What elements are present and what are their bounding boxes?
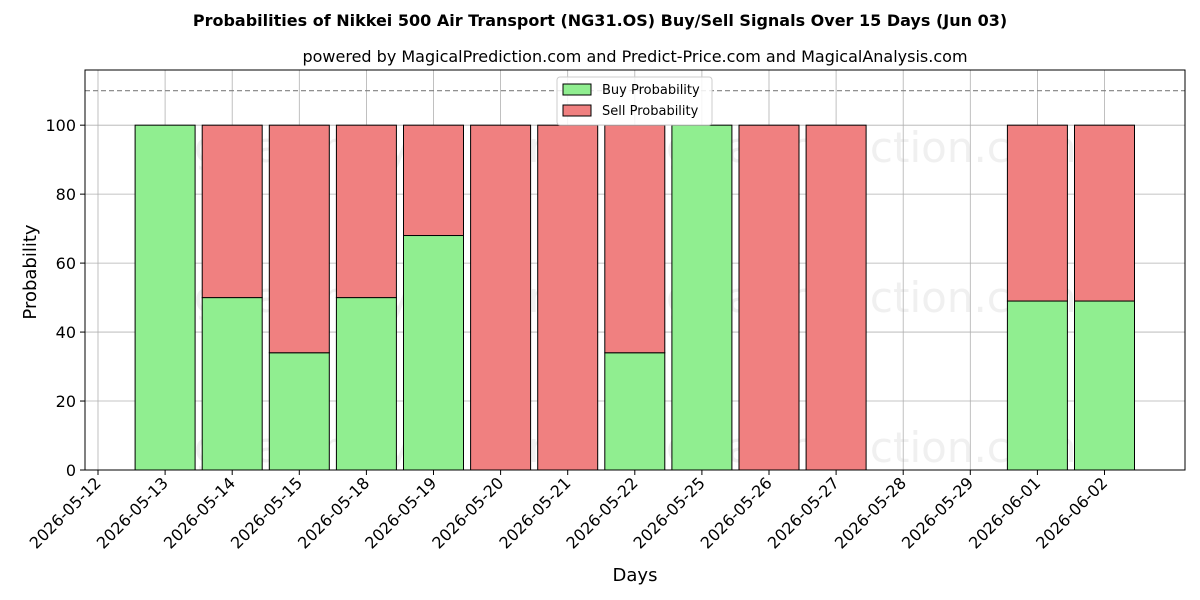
- sell-bar: [335, 124, 397, 299]
- legend-swatch: [562, 104, 592, 117]
- buy-bar: [201, 297, 263, 471]
- sell-bar: [738, 124, 800, 471]
- legend-label: Sell Probability: [602, 104, 699, 119]
- sell-bar: [604, 124, 666, 354]
- buy-bar: [134, 124, 196, 471]
- sell-bar: [537, 124, 599, 471]
- legend: Buy Probability Sell Probability: [556, 76, 713, 126]
- bars: [134, 124, 1135, 471]
- buy-bar: [268, 352, 330, 471]
- y-tick-label: 100: [45, 116, 76, 135]
- sell-bar: [1074, 124, 1135, 302]
- legend-label: Buy Probability: [602, 83, 700, 98]
- sell-bar: [201, 124, 263, 299]
- buy-bar: [604, 352, 666, 471]
- buy-bar: [335, 297, 397, 471]
- y-tick-label: 40: [56, 323, 76, 342]
- buy-bar: [671, 124, 733, 471]
- buy-bar: [403, 235, 464, 471]
- y-tick-label: 20: [56, 392, 76, 411]
- y-axis-label: Probability: [20, 224, 41, 319]
- x-tick-label: 2026-06-02: [1032, 473, 1111, 552]
- sell-bar: [470, 124, 532, 471]
- buy-bar: [1006, 300, 1068, 471]
- y-tick-label: 80: [56, 185, 76, 204]
- sell-bar: [1006, 124, 1068, 302]
- y-tick-label: 60: [56, 254, 76, 273]
- sell-bar: [805, 124, 867, 471]
- y-tick-label: 0: [66, 461, 76, 480]
- chart-subtitle: powered by MagicalPrediction.com and Pre…: [302, 47, 967, 66]
- sell-bar: [268, 124, 330, 354]
- x-axis-label: Days: [613, 565, 658, 586]
- legend-swatch: [562, 83, 592, 96]
- buy-bar: [1074, 300, 1135, 471]
- chart-title: Probabilities of Nikkei 500 Air Transpor…: [193, 11, 1007, 30]
- sell-bar: [403, 124, 464, 237]
- legend-box: [556, 76, 713, 126]
